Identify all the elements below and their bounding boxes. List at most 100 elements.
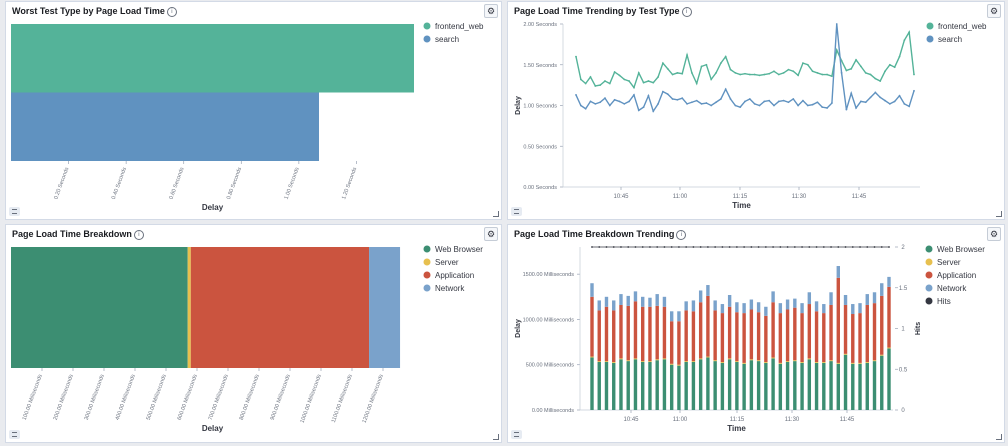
legend-label: frontend_web (435, 22, 484, 31)
series-point (893, 100, 896, 103)
legend-label: Server (435, 258, 459, 267)
legend-toggle-button[interactable] (511, 430, 522, 439)
resize-handle[interactable] (493, 434, 499, 440)
legend-toggle-button[interactable] (9, 207, 20, 216)
info-icon[interactable]: i (676, 230, 687, 240)
series-point (579, 78, 582, 81)
legend-swatch (925, 258, 933, 266)
bar-segment (865, 304, 869, 363)
bar-segment (742, 313, 746, 363)
y-tick-label: 0.00 Milliseconds (532, 408, 574, 414)
bar-segment (691, 361, 696, 363)
series-point (835, 23, 838, 25)
x-tick-label: 700.00 Milliseconds (208, 373, 230, 421)
x-tick-label: 11:30 (792, 194, 807, 200)
resize-handle[interactable] (996, 211, 1002, 217)
bar-segment (880, 283, 884, 296)
series-point (835, 49, 838, 51)
bar-segment (749, 309, 754, 360)
bar-segment (872, 360, 877, 362)
x-tick-label: 0.60 Seconds (168, 166, 185, 200)
series-point (623, 102, 626, 105)
bar-segment (771, 302, 775, 358)
bar-segment (11, 247, 188, 368)
x-axis-label: Time (727, 424, 746, 433)
info-icon[interactable]: i (133, 230, 144, 240)
hits-point (699, 246, 702, 248)
resize-handle[interactable] (996, 434, 1002, 440)
bar-segment (872, 303, 877, 361)
series-point (821, 73, 824, 76)
series-point (888, 102, 891, 105)
bar-segment (648, 306, 652, 362)
legend-label: search (435, 35, 459, 44)
series-point (869, 96, 872, 99)
series-point (908, 31, 911, 34)
bar-segment (887, 347, 891, 349)
bar-segment (843, 354, 848, 410)
bar-segment (713, 300, 717, 311)
bar-segment (872, 361, 877, 410)
info-icon[interactable]: i (166, 7, 177, 17)
x-tick-label: 10:45 (613, 194, 629, 200)
load-time-trending-chart: 0.00 Seconds 0.50 Seconds 1.00 Seconds 1.50… (515, 22, 987, 210)
hits-point (598, 246, 601, 248)
bar-segment (633, 301, 638, 359)
panel-worst-test-type: Worst Test Type by Page Load Time i ⚙ 0.2… (5, 1, 502, 220)
y-tick-label: 2.00 Seconds (523, 22, 557, 28)
series-point (734, 72, 737, 74)
legend-swatch (925, 245, 933, 253)
hits-point (764, 246, 767, 248)
gear-icon[interactable]: ⚙ (484, 227, 498, 241)
bar-segment (785, 309, 790, 362)
series-point (888, 63, 891, 66)
hits-point (670, 246, 673, 248)
x-tick-label: 11:15 (733, 194, 748, 200)
series-point (744, 100, 746, 103)
gear-icon[interactable]: ⚙ (484, 4, 498, 18)
legend-toggle-button[interactable] (9, 430, 20, 439)
bar-segment (742, 303, 746, 314)
series-point (647, 94, 650, 97)
hits-point (649, 246, 651, 248)
series-point (633, 94, 635, 96)
bar-segment (742, 362, 746, 364)
gear-icon[interactable]: ⚙ (987, 4, 1001, 18)
series-point (797, 104, 800, 107)
series-point (613, 98, 616, 101)
bar-segment (771, 291, 775, 303)
resize-handle[interactable] (493, 211, 499, 217)
series-point (811, 103, 814, 106)
bar-segment (822, 362, 826, 363)
series-point (705, 102, 708, 104)
series-point (686, 102, 688, 105)
hits-point (591, 246, 593, 248)
series-point (884, 99, 886, 102)
bar-segment (648, 362, 652, 410)
series-point (729, 98, 732, 100)
bar-segment (641, 361, 645, 363)
series-point (758, 74, 761, 77)
bar-segment (793, 360, 797, 362)
bar-segment (814, 301, 819, 312)
bar-segment (590, 296, 594, 357)
bar-segment (691, 311, 696, 362)
gear-icon[interactable]: ⚙ (987, 227, 1001, 241)
series-point (869, 73, 872, 76)
legend-swatch (423, 271, 431, 279)
y2-axis-label: Hits (915, 322, 922, 335)
series-point (893, 66, 896, 69)
legend-toggle-button[interactable] (511, 207, 522, 216)
series-point (594, 85, 597, 87)
bar-segment (851, 304, 855, 315)
bar-segment (887, 276, 891, 287)
bar-segment (187, 247, 191, 368)
series-point (734, 104, 737, 107)
bar-segment (720, 313, 725, 363)
series-point (589, 100, 592, 103)
x-tick-label: 800.00 Milliseconds (239, 373, 261, 421)
legend-label: Application (937, 271, 976, 280)
info-icon[interactable]: i (681, 7, 692, 17)
series-point (604, 97, 606, 100)
legend-label: frontend_web (938, 22, 987, 31)
